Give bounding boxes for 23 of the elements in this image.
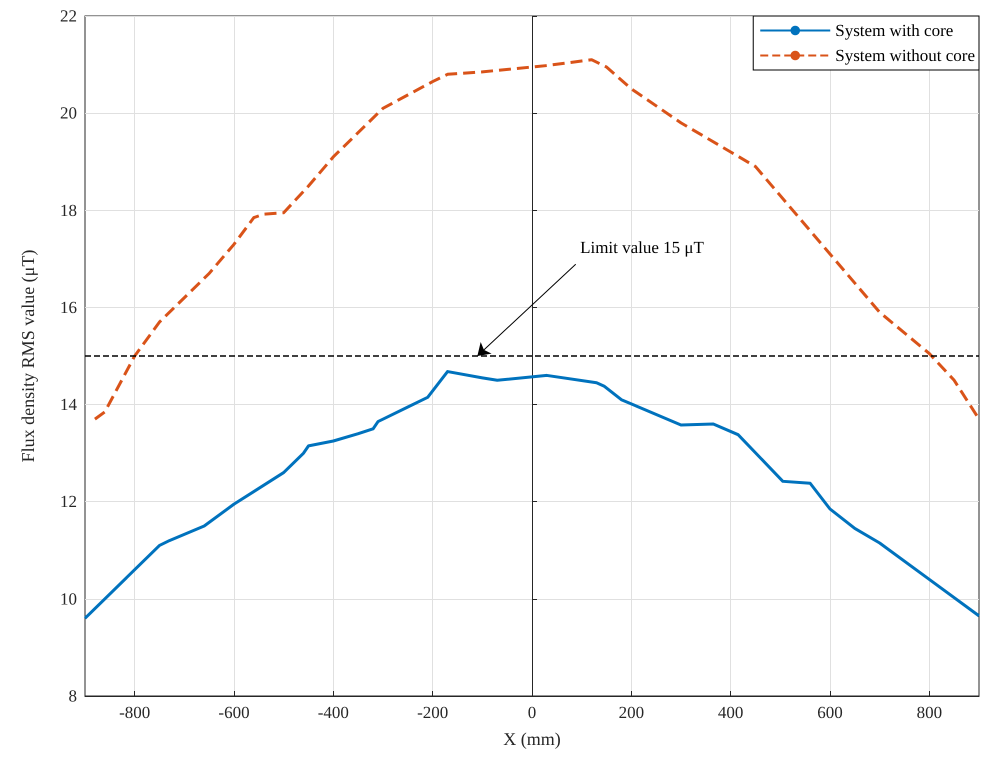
x-axis-title: X (mm) — [503, 729, 561, 749]
y-tick-label: 20 — [60, 104, 77, 123]
y-tick-label: 12 — [60, 492, 77, 512]
x-tick-label: -200 — [417, 703, 448, 722]
legend-label: System without core — [835, 46, 976, 65]
y-tick-label: 16 — [60, 298, 77, 317]
y-tick-label: 8 — [68, 686, 77, 706]
x-tick-label: 800 — [916, 703, 942, 722]
line-series — [84, 370, 980, 620]
y-tick-label: 18 — [60, 200, 77, 220]
x-tick-label: 0 — [528, 703, 536, 722]
y-tick-label: 22 — [60, 6, 77, 26]
legend-label: System with core — [835, 21, 954, 40]
x-tick-label: -400 — [318, 703, 349, 722]
x-tick-label: 600 — [817, 703, 843, 722]
x-tick-label: 200 — [618, 703, 644, 722]
x-tick-label: 400 — [718, 703, 744, 722]
y-axis-title: Flux density RMS value (μT) — [18, 250, 38, 462]
y-tick-label: 14 — [60, 395, 78, 414]
x-tick-label: -600 — [218, 703, 250, 722]
annotation: Limit value 15 μT — [580, 238, 705, 258]
y-tick-label: 10 — [60, 589, 77, 608]
x-tick-label: -800 — [119, 703, 150, 722]
